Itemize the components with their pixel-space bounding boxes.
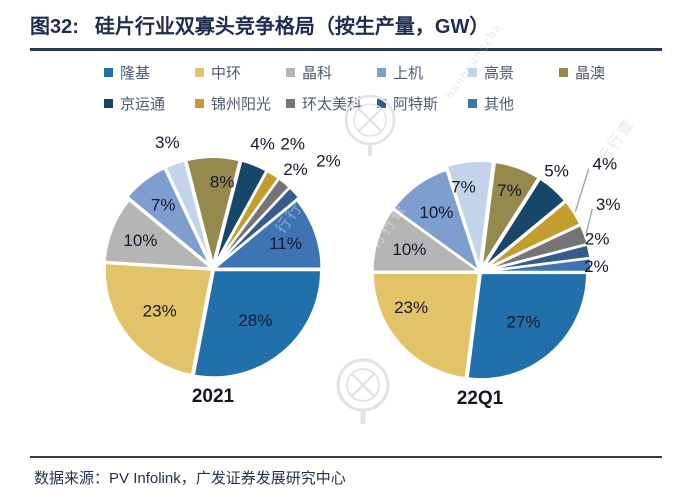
legend-item-上机: 上机 xyxy=(377,62,468,83)
slice-percent-label: 23% xyxy=(394,298,428,317)
legend-row: 隆基 中环 晶科 上机 高景 晶澳 xyxy=(104,57,692,88)
slice-percent-label: 10% xyxy=(392,240,426,259)
pie-period-label: 22Q1 xyxy=(457,388,504,409)
legend-item-晶科: 晶科 xyxy=(286,62,377,83)
legend-label: 锦州阳光 xyxy=(211,96,272,113)
legend-label: 高景 xyxy=(484,65,515,82)
legend-item-其他: 其他 xyxy=(468,93,559,114)
pie-slice-2021-隆基 xyxy=(192,269,323,379)
legend-item-隆基: 隆基 xyxy=(104,62,195,83)
pie-slice-2021-中环 xyxy=(103,262,213,377)
pie-slice-2021-晶澳 xyxy=(185,156,241,265)
slice-percent-label: 5% xyxy=(544,161,569,180)
figure-title-text: 硅片行业双寡头竞争格局（按生产量，GW） xyxy=(94,16,490,38)
pie-slice-22Q1-锦州阳光 xyxy=(483,200,582,271)
pie-period-label: 2021 xyxy=(192,386,235,407)
legend-swatch-icon xyxy=(195,68,204,77)
data-source-label: 数据来源： xyxy=(34,470,110,487)
slice-percent-label: 3% xyxy=(596,195,621,214)
slice-percent-label: 28% xyxy=(238,311,272,330)
data-source-text: PV Infolink，广发证券发展研究中心 xyxy=(109,470,346,487)
slice-percent-label: 8% xyxy=(210,173,235,192)
legend-label: 阿特斯 xyxy=(393,96,439,113)
legend-item-京运通: 京运通 xyxy=(104,93,195,114)
legend-label: 京运通 xyxy=(120,96,166,113)
pie-slice-22Q1-隆基 xyxy=(466,272,589,381)
data-source: 数据来源：PV Infolink，广发证券发展研究中心 xyxy=(34,467,346,488)
slice-percent-label: 2% xyxy=(584,257,609,276)
slice-percent-label: 2% xyxy=(280,134,305,153)
slice-percent-label: 10% xyxy=(123,231,157,250)
legend-item-晶澳: 晶澳 xyxy=(559,62,650,83)
legend-swatch-icon xyxy=(468,99,477,108)
legend-label: 隆基 xyxy=(120,65,151,82)
legend-swatch-icon xyxy=(286,68,295,77)
pie-slice-22Q1-高景 xyxy=(445,160,494,268)
footer-divider xyxy=(30,456,662,458)
figure-title: 图32: 硅片行业双寡头竞争格局（按生产量，GW） xyxy=(30,10,662,51)
legend-label: 环太美科 xyxy=(302,96,363,113)
slice-percent-label: 7% xyxy=(151,196,176,215)
legend-item-阿特斯: 阿特斯 xyxy=(377,93,468,114)
slice-percent-label: 3% xyxy=(155,133,180,152)
legend-label: 中环 xyxy=(211,65,242,82)
legend-row: 京运通 锦州阳光 环太美科 阿特斯 其他 xyxy=(104,88,692,119)
slice-percent-label: 2% xyxy=(316,152,341,171)
slice-percent-label: 4% xyxy=(593,155,618,174)
pie-slice-2021-晶科 xyxy=(103,198,215,270)
slice-percent-label: 23% xyxy=(143,301,177,320)
legend-label: 晶澳 xyxy=(575,65,606,82)
pie-slice-2021-阿特斯 xyxy=(215,186,301,267)
label-leader-line xyxy=(574,168,590,212)
slice-percent-label: 11% xyxy=(269,234,302,253)
legend-item-环太美科: 环太美科 xyxy=(286,93,377,114)
pie-slice-22Q1-京运通 xyxy=(482,177,567,269)
pie-slice-2021-其他 xyxy=(211,198,323,270)
pie-chart-canvas: 28% 23% 10% 7% 3% 8% 4% 2% 2% 2% 11% 2021 27% 23% 10% 1… xyxy=(103,133,621,409)
slice-percent-label: 7% xyxy=(497,181,522,200)
pie-slice-22Q1-上机 xyxy=(392,168,482,274)
figure-number: 图32: xyxy=(30,16,79,38)
slice-percent-label: 10% xyxy=(419,203,453,222)
slice-percent-label: 2% xyxy=(283,160,308,179)
legend-item-中环: 中环 xyxy=(195,62,286,83)
slice-percent-label: 4% xyxy=(250,135,275,154)
legend-swatch-icon xyxy=(559,68,568,77)
pie-slice-22Q1-中环 xyxy=(371,272,481,380)
chart-legend: 隆基 中环 晶科 上机 高景 晶澳京运通 锦州阳光 环太美科 阿特斯 其他 xyxy=(0,57,692,119)
legend-swatch-icon xyxy=(468,68,477,77)
legend-swatch-icon xyxy=(104,68,113,77)
pie-slice-2021-高景 xyxy=(164,159,213,265)
label-leader-line xyxy=(585,208,593,234)
legend-swatch-icon xyxy=(377,68,386,77)
pie-slice-22Q1-晶澳 xyxy=(480,160,540,268)
slice-percent-label: 7% xyxy=(451,178,476,197)
legend-label: 上机 xyxy=(393,65,424,82)
legend-swatch-icon xyxy=(286,99,295,108)
legend-swatch-icon xyxy=(377,99,386,108)
legend-item-高景: 高景 xyxy=(468,62,559,83)
legend-label: 其他 xyxy=(484,96,515,113)
legend-item-锦州阳光: 锦州阳光 xyxy=(195,93,286,114)
legend-swatch-icon xyxy=(195,99,204,108)
slice-percent-label: 2% xyxy=(585,229,610,248)
legend-swatch-icon xyxy=(104,99,113,108)
legend-label: 晶科 xyxy=(302,65,333,82)
pie-slice-22Q1-其他 xyxy=(484,257,593,273)
pie-slice-2021-上机 xyxy=(126,166,211,266)
slice-percent-label: 27% xyxy=(506,312,540,331)
